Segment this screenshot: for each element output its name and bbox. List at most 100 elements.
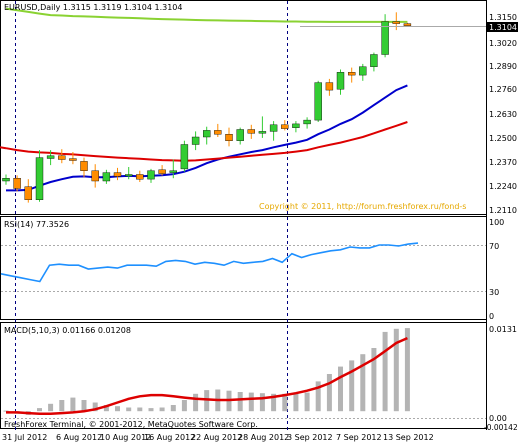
bull-candle: [35, 157, 44, 201]
bear-candle: [69, 158, 77, 161]
bull-candle: [102, 172, 111, 182]
macd-signal-series-line: [6, 336, 408, 415]
macd-histogram-bar: [92, 402, 98, 412]
bull-candle: [381, 21, 389, 55]
bear-candle: [13, 177, 21, 189]
time-tick: 31 Jul 2012: [2, 433, 47, 442]
bull-candle: [46, 155, 55, 159]
macd-histogram-bar: [248, 392, 254, 412]
price-tick: 1.2760: [489, 85, 517, 94]
rsi-label: RSI(14) 77.3526: [4, 220, 69, 229]
macd-histogram-bar: [293, 393, 299, 412]
macd-signal-line: [6, 336, 408, 415]
macd-histogram-bar: [115, 406, 120, 412]
terminal-credit: FreshForex Terminal, © 2001-2012, MetaQu…: [4, 420, 258, 429]
macd-histogram-bar: [382, 331, 388, 412]
macd-histogram-bar: [170, 405, 176, 412]
price-tick: 1.2110: [489, 206, 517, 215]
price-tick: 1.2890: [489, 62, 517, 71]
time-tick: 10 Aug 2012: [100, 433, 151, 442]
macd-histogram-bar: [181, 400, 187, 412]
bull-candle: [191, 136, 200, 145]
rsi-axis: 100 70 30 0: [489, 218, 504, 321]
candles[interactable]: [2, 12, 412, 203]
macd-tick: -0.00142: [484, 423, 518, 432]
time-tick: 13 Sep 2012: [383, 433, 434, 442]
bull-candle: [292, 123, 300, 128]
macd-label: MACD(5,10,3) 0.01166 0.01208: [4, 326, 131, 335]
macd-histogram-bar: [37, 408, 42, 412]
macd-histogram-bar: [271, 393, 277, 412]
bear-candle: [214, 130, 222, 135]
time-tick: 3 Sep 2012: [287, 433, 333, 442]
copyright-text: Copyright © 2011, http://forum.freshfore…: [259, 202, 466, 211]
macd-histogram-bar: [137, 407, 143, 412]
time-axis: 31 Jul 2012 6 Aug 2012 10 Aug 2012 16 Au…: [2, 433, 434, 442]
macd-tick: 0.0131: [489, 325, 517, 334]
time-tick: 22 Aug 2012: [191, 433, 242, 442]
time-tick: 16 Aug 2012: [144, 433, 195, 442]
macd-histogram-bar: [237, 392, 243, 412]
price-tick: 1.2630: [489, 110, 517, 119]
macd-histogram-bar: [193, 393, 199, 412]
price-tick: 1.2500: [489, 134, 517, 143]
price-tick: 1.2370: [489, 158, 517, 167]
chart-header: EURUSD,Daily 1.3115 1.3119 1.3104 1.3104: [4, 3, 183, 12]
bull-candle: [314, 82, 322, 121]
macd-histogram-bar: [259, 393, 265, 412]
macd-histogram-bar: [393, 328, 399, 412]
macd-tick: 0.00: [489, 414, 507, 423]
bear-candle: [80, 161, 88, 171]
bull-candle: [124, 174, 133, 177]
macd-histogram-bar: [48, 403, 54, 412]
bull-candle: [147, 170, 155, 180]
time-tick: 28 Aug 2012: [238, 433, 289, 442]
macd-histogram-bar: [304, 392, 310, 412]
macd-histogram-bar: [81, 400, 87, 412]
price-tick: 1.2240: [489, 182, 517, 191]
bull-candle: [258, 131, 267, 134]
bear-candle: [247, 129, 256, 134]
ma-long-line: [5, 7, 408, 23]
ma-slow-line-head: [0, 146, 7, 150]
bull-candle: [370, 54, 378, 67]
price-tick: 1.3150: [489, 13, 517, 22]
macd-histogram-bar: [3, 410, 9, 412]
bull-candle: [2, 177, 10, 182]
time-tick: 7 Sep 2012: [336, 433, 382, 442]
bull-candle: [202, 130, 211, 138]
bear-candle: [281, 124, 289, 129]
bear-candle: [58, 155, 66, 160]
rsi-tick: 70: [489, 242, 499, 251]
price-panel-frame: [0, 0, 487, 215]
macd-histogram-bar: [360, 354, 366, 412]
macd-histogram-bar: [70, 397, 76, 412]
bull-candle: [359, 66, 367, 76]
bear-candle: [91, 170, 99, 182]
bear-candle: [225, 133, 233, 141]
rsi-line: [0, 242, 419, 283]
macd-histogram-bar: [126, 407, 132, 412]
macd-axis: 0.0131 0.00 -0.00142: [484, 325, 518, 432]
bull-candle: [303, 119, 311, 125]
bull-candle: [336, 72, 345, 90]
macd-histogram-bar: [282, 393, 288, 412]
bear-candle: [325, 82, 334, 91]
rsi-series-line: [0, 242, 419, 283]
macd-histogram-bar: [315, 381, 321, 412]
macd-histogram-bar: [338, 366, 343, 412]
time-tick: 6 Aug 2012: [56, 433, 102, 442]
bear-candle: [348, 72, 356, 76]
moving-averages: [0, 7, 408, 192]
bear-candle: [392, 21, 400, 24]
macd-histogram-bar: [159, 407, 165, 412]
macd-histogram-bar: [103, 405, 109, 412]
macd-histogram-bar: [59, 400, 65, 412]
macd-histogram-bar: [326, 374, 332, 412]
macd-histogram-bar: [404, 328, 410, 412]
bear-candle: [24, 186, 32, 200]
macd-histogram-bar: [371, 348, 377, 412]
rsi-panel-frame: [0, 216, 487, 320]
